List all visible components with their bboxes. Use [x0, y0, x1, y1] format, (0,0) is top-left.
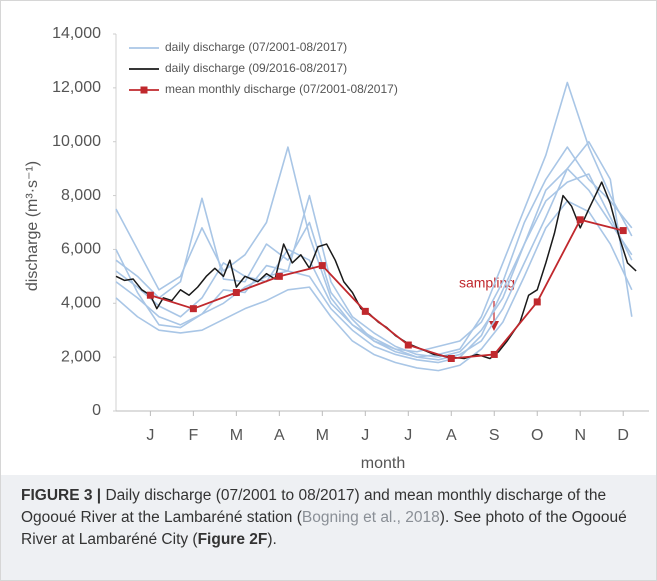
recent-line	[115, 181, 637, 360]
x-tick-label: O	[531, 427, 543, 444]
mean-marker	[275, 272, 283, 280]
mean-marker	[232, 289, 240, 297]
y-tick-label: 0	[92, 402, 101, 419]
y-tick-label: 10,000	[52, 133, 101, 150]
caption-reference[interactable]: Bogning et al., 2018	[301, 509, 440, 526]
y-tick-label: 4,000	[61, 295, 101, 312]
legend-label: daily discharge (09/2016-08/2017)	[165, 61, 347, 75]
x-tick-label: N	[574, 427, 586, 444]
x-axis-label: month	[361, 455, 405, 472]
mean-marker	[576, 216, 584, 224]
annotation-arrowhead	[489, 321, 499, 331]
y-tick-label: 6,000	[61, 241, 101, 258]
y-tick-label: 12,000	[52, 79, 101, 96]
daily-line	[115, 81, 633, 358]
daily-line	[115, 167, 633, 361]
x-tick-label: J	[361, 427, 369, 444]
y-tick-label: 2,000	[61, 348, 101, 365]
legend-label: mean monthly discharge (07/2001-08/2017)	[165, 82, 398, 96]
x-tick-label: F	[188, 427, 198, 444]
mean-marker	[447, 354, 455, 362]
mean-marker	[490, 350, 498, 358]
mean-marker	[404, 341, 412, 349]
x-tick-label: D	[617, 427, 629, 444]
x-tick-label: M	[316, 427, 329, 444]
caption-figure-link[interactable]: Figure 2F	[197, 531, 268, 548]
y-tick-label: 8,000	[61, 187, 101, 204]
caption-text: Daily discharge (07/2001 to 08/2017) and…	[21, 487, 607, 526]
caption-text: ). See photo of the Ogooué River at Lamb…	[21, 509, 627, 548]
daily-line	[115, 146, 633, 353]
mean-marker	[619, 227, 627, 235]
caption: FIGURE 3 | Daily discharge (07/2001 to 0…	[1, 475, 656, 580]
x-tick-label: J	[146, 427, 154, 444]
caption-label: FIGURE 3 |	[21, 487, 102, 504]
y-tick-label: 14,000	[52, 25, 101, 42]
mean-marker	[189, 305, 197, 313]
caption-text: ).	[267, 531, 277, 548]
legend-label: daily discharge (07/2001-08/2017)	[165, 40, 347, 54]
legend-marker	[140, 86, 148, 94]
mean-marker	[361, 307, 369, 315]
x-tick-label: S	[489, 427, 500, 444]
y-axis-label: discharge (m³·s⁻¹)	[24, 161, 41, 291]
mean-line	[150, 218, 624, 360]
x-tick-label: M	[230, 427, 243, 444]
mean-marker	[533, 298, 541, 306]
daily-line	[115, 140, 633, 358]
chart: discharge (m³·s⁻¹) month sampling 02,000…	[24, 25, 649, 472]
x-tick-label: A	[274, 427, 285, 444]
mean-marker	[318, 262, 326, 270]
x-tick-label: A	[446, 427, 457, 444]
x-tick-label: J	[404, 427, 412, 444]
daily-line	[115, 200, 633, 372]
mean-marker	[146, 291, 154, 299]
